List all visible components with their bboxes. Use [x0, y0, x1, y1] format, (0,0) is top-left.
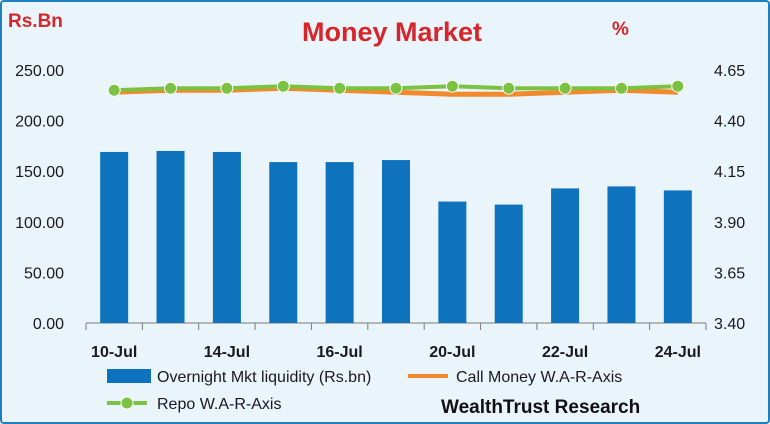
right-tick-label: 4.65 [714, 63, 745, 80]
repo-point-17-Jul [389, 81, 403, 95]
bar-14-Jul [212, 151, 241, 323]
repo-point-22-Jul [558, 81, 572, 95]
repo-point-20-Jul [445, 79, 459, 93]
right-tick-label: 4.15 [714, 164, 745, 181]
x-tick-label: 14-Jul [204, 344, 250, 361]
brand-label: WealthTrust Research [441, 397, 640, 418]
line-series [107, 79, 685, 97]
repo-point-11-Jul [164, 81, 178, 95]
bar-22-Jul [551, 188, 580, 323]
left-tick-label: 150.00 [15, 164, 64, 181]
bar-15-Jul [269, 162, 298, 323]
right-tick-label: 3.90 [714, 215, 745, 232]
x-tick-label: 10-Jul [91, 344, 137, 361]
left-tick-label: 100.00 [15, 215, 64, 232]
repo-point-10-Jul [107, 83, 121, 97]
right-tick-label: 3.40 [714, 316, 745, 333]
chart-title: Money Market [302, 17, 482, 47]
repo-point-23-Jul [614, 81, 628, 95]
x-tick-label: 16-Jul [317, 344, 363, 361]
legend-label-repo: Repo W.A-R-Axis [157, 396, 281, 413]
repo-point-21-Jul [502, 81, 516, 95]
x-tick-label: 24-Jul [655, 344, 701, 361]
x-axis: 10-Jul 14-Jul 16-Jul 20-Jul 22-Jul 24-Jul [85, 323, 707, 361]
left-tick-label: 250.00 [15, 63, 64, 80]
right-tick-label: 4.40 [714, 114, 745, 131]
bar-series [100, 150, 692, 323]
left-tick-label: 50.00 [24, 265, 64, 282]
left-tick-label: 200.00 [15, 114, 64, 131]
bar-21-Jul [494, 204, 523, 323]
repo-point-14-Jul [220, 81, 234, 95]
legend-label-liquidity: Overnight Mkt liquidity (Rs.bn) [157, 369, 371, 386]
repo-point-16-Jul [333, 81, 347, 95]
x-tick-label: 22-Jul [542, 344, 588, 361]
legend: Overnight Mkt liquidity (Rs.bn) Call Mon… [107, 369, 622, 413]
bar-10-Jul [100, 151, 129, 323]
bar-11-Jul [156, 150, 185, 323]
legend-swatch-liquidity [107, 369, 151, 383]
left-y-axis: 0.00 50.00 100.00 150.00 200.00 250.00 [15, 63, 64, 333]
bar-17-Jul [382, 160, 410, 323]
left-tick-label: 0.00 [33, 316, 64, 333]
bar-16-Jul [325, 162, 354, 323]
repo-point-24-Jul [671, 79, 685, 93]
legend-marker-repo [120, 396, 134, 410]
right-tick-label: 3.65 [714, 265, 745, 282]
right-axis-unit: % [612, 19, 629, 40]
bar-23-Jul [607, 186, 636, 323]
bar-24-Jul [663, 190, 692, 323]
legend-label-call-money: Call Money W.A-R-Axis [456, 369, 622, 386]
repo-point-15-Jul [276, 79, 290, 93]
left-axis-unit: Rs.Bn [8, 11, 63, 32]
bar-20-Jul [438, 201, 467, 323]
right-y-axis: 3.40 3.65 3.90 4.15 4.40 4.65 [714, 63, 745, 333]
x-tick-label: 20-Jul [429, 344, 475, 361]
